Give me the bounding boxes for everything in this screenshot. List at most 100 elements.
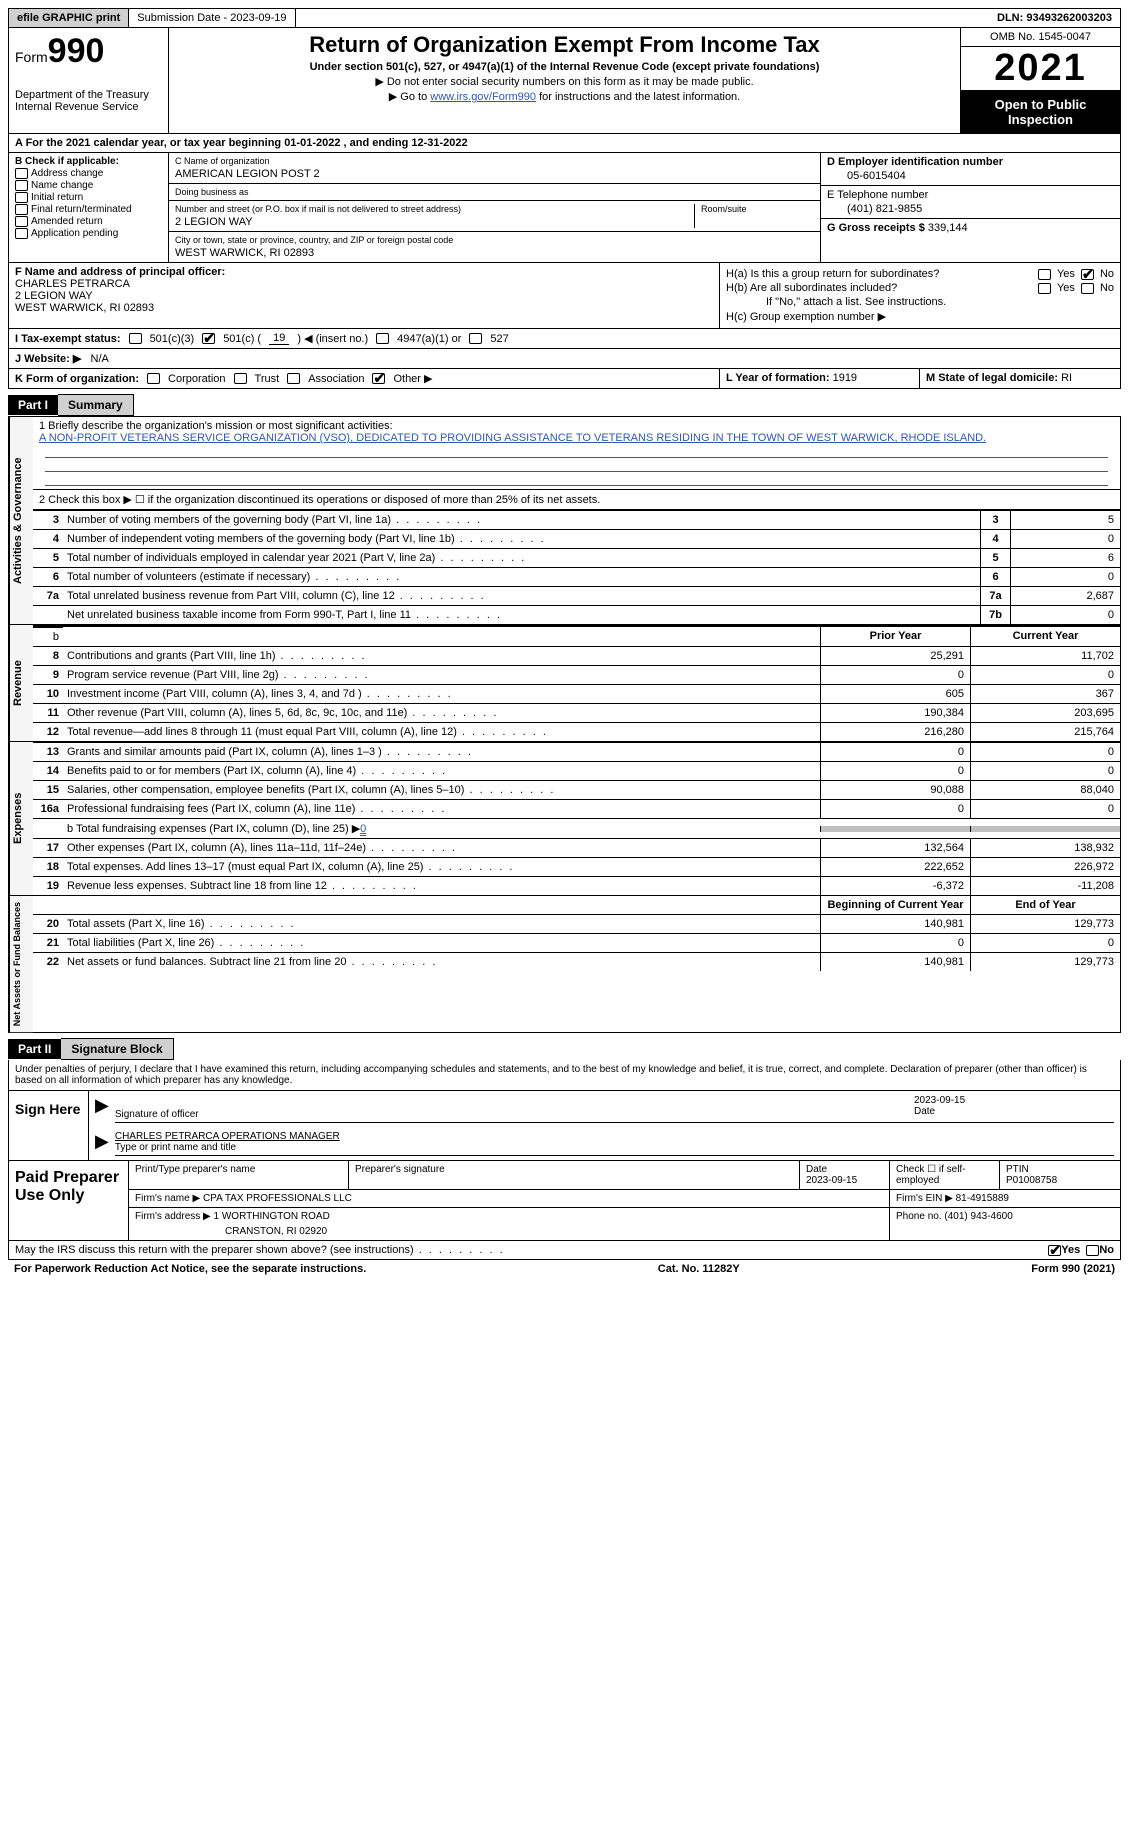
box-c: C Name of organization AMERICAN LEGION P… bbox=[169, 153, 820, 262]
signature-field[interactable]: Signature of officer bbox=[115, 1095, 914, 1123]
officer-addr1: 2 LEGION WAY bbox=[15, 290, 713, 302]
fundraising-link[interactable]: 0 bbox=[360, 823, 366, 836]
j-label: J Website: ▶ bbox=[15, 353, 81, 365]
dba-label: Doing business as bbox=[175, 187, 249, 197]
part-ii-header: Part IISignature Block bbox=[8, 1033, 1121, 1060]
firm-address: Firm's address ▶ 1 WORTHINGTON ROAD CRAN… bbox=[129, 1208, 890, 1240]
ein-val: 05-6015404 bbox=[827, 170, 1114, 182]
officer-label: F Name and address of principal officer: bbox=[15, 266, 713, 278]
box-m: M State of legal domicile: RI bbox=[920, 369, 1120, 388]
page-footer: For Paperwork Reduction Act Notice, see … bbox=[8, 1260, 1121, 1278]
row-klm: K Form of organization: Corporation Trus… bbox=[8, 369, 1121, 389]
chk-other[interactable] bbox=[372, 373, 385, 384]
box-deg: D Employer identification number 05-6015… bbox=[820, 153, 1120, 262]
box-k: K Form of organization: Corporation Trus… bbox=[9, 369, 720, 388]
irs-label: Internal Revenue Service bbox=[15, 101, 162, 113]
irs-link[interactable]: www.irs.gov/Form990 bbox=[430, 91, 536, 103]
net-assets-header: Beginning of Current Year End of Year bbox=[33, 896, 1120, 914]
chk-amended-return[interactable]: Amended return bbox=[15, 216, 162, 227]
summary-row: 13Grants and similar amounts paid (Part … bbox=[33, 742, 1120, 761]
chk-name-change[interactable]: Name change bbox=[15, 180, 162, 191]
preparer-name-hdr: Print/Type preparer's name bbox=[129, 1161, 349, 1189]
ein-label: D Employer identification number bbox=[827, 156, 1114, 168]
self-employed-chk[interactable]: Check ☐ if self-employed bbox=[890, 1161, 1000, 1189]
summary-row: 15Salaries, other compensation, employee… bbox=[33, 780, 1120, 799]
summary-row: 4Number of independent voting members of… bbox=[33, 529, 1120, 548]
street-addr: 2 LEGION WAY bbox=[175, 216, 694, 228]
part-i-label: Part I bbox=[8, 395, 58, 415]
gross-val: 339,144 bbox=[928, 222, 968, 234]
discuss-no[interactable] bbox=[1086, 1245, 1099, 1256]
summary-row: 14Benefits paid to or for members (Part … bbox=[33, 761, 1120, 780]
box-b-label: B Check if applicable: bbox=[15, 156, 162, 167]
summary-row: 21Total liabilities (Part X, line 26)00 bbox=[33, 933, 1120, 952]
chk-501c3[interactable] bbox=[129, 333, 142, 344]
chk-address-change[interactable]: Address change bbox=[15, 168, 162, 179]
paid-preparer-box: Paid Preparer Use Only Print/Type prepar… bbox=[8, 1161, 1121, 1241]
side-activities: Activities & Governance bbox=[9, 417, 33, 624]
chk-4947[interactable] bbox=[376, 333, 389, 344]
summary-row: 6Total number of volunteers (estimate if… bbox=[33, 567, 1120, 586]
k-label: K Form of organization: bbox=[15, 373, 139, 385]
form-subtitle: Under section 501(c), 527, or 4947(a)(1)… bbox=[175, 61, 954, 73]
discuss-yes[interactable] bbox=[1048, 1245, 1061, 1256]
box-b: B Check if applicable: Address change Na… bbox=[9, 153, 169, 262]
expenses-section: Expenses 13Grants and similar amounts pa… bbox=[8, 742, 1121, 896]
efile-print-button[interactable]: efile GRAPHIC print bbox=[9, 9, 129, 27]
row-j-website: J Website: ▶ N/A bbox=[8, 349, 1121, 369]
org-name-label: C Name of organization bbox=[175, 156, 814, 166]
chk-trust[interactable] bbox=[234, 373, 247, 384]
part-i-title: Summary bbox=[58, 394, 134, 416]
preparer-sig-hdr: Preparer's signature bbox=[349, 1161, 800, 1189]
city-label: City or town, state or province, country… bbox=[175, 235, 453, 245]
discuss-text: May the IRS discuss this return with the… bbox=[15, 1244, 505, 1256]
sign-here-row: Sign Here ▶ Signature of officer 2023-09… bbox=[9, 1091, 1120, 1160]
summary-row: 5Total number of individuals employed in… bbox=[33, 548, 1120, 567]
chk-501c[interactable] bbox=[202, 333, 215, 344]
street-row: Number and street (or P.O. box if mail i… bbox=[169, 201, 820, 232]
form-990-page: efile GRAPHIC print Submission Date - 20… bbox=[0, 0, 1129, 1286]
part-i-header: Part ISummary bbox=[8, 389, 1121, 416]
line-a-tax-year: A For the 2021 calendar year, or tax yea… bbox=[8, 134, 1121, 153]
chk-final-return[interactable]: Final return/terminated bbox=[15, 204, 162, 215]
chk-527[interactable] bbox=[469, 333, 482, 344]
arrow-icon: ▶ bbox=[95, 1095, 109, 1123]
side-expenses: Expenses bbox=[9, 742, 33, 895]
dept-treasury: Department of the Treasury bbox=[15, 89, 162, 101]
side-net-assets: Net Assets or Fund Balances bbox=[9, 896, 33, 1032]
goto-note: ▶ Go to www.irs.gov/Form990 for instruct… bbox=[175, 90, 954, 103]
box-g: G Gross receipts $ 339,144 bbox=[821, 219, 1120, 237]
chk-initial-return[interactable]: Initial return bbox=[15, 192, 162, 203]
identity-box: B Check if applicable: Address change Na… bbox=[8, 153, 1121, 263]
summary-row: 8Contributions and grants (Part VIII, li… bbox=[33, 646, 1120, 665]
phone-label: E Telephone number bbox=[827, 189, 1114, 201]
end-year-hdr: End of Year bbox=[970, 896, 1120, 914]
arrow-icon: ▶ bbox=[95, 1131, 109, 1156]
box-fh: F Name and address of principal officer:… bbox=[8, 263, 1121, 329]
prior-year-hdr: Prior Year bbox=[820, 627, 970, 646]
dln-number: DLN: 93493262003203 bbox=[989, 9, 1120, 27]
box-h: H(a) Is this a group return for subordin… bbox=[720, 263, 1120, 328]
summary-row: 3Number of voting members of the governi… bbox=[33, 510, 1120, 529]
room-label: Room/suite bbox=[701, 204, 814, 214]
form-990-label: Form 990 (2021) bbox=[1031, 1263, 1115, 1275]
sig-date: 2023-09-15 Date bbox=[914, 1095, 1114, 1123]
state-domicile: RI bbox=[1061, 372, 1072, 384]
firm-ein: Firm's EIN ▶ 81-4915889 bbox=[890, 1190, 1120, 1207]
paperwork-notice: For Paperwork Reduction Act Notice, see … bbox=[14, 1263, 366, 1275]
sign-here-label: Sign Here bbox=[9, 1091, 89, 1160]
chk-application-pending[interactable]: Application pending bbox=[15, 228, 162, 239]
current-year-hdr: Current Year bbox=[970, 627, 1120, 646]
box-l: L Year of formation: 1919 bbox=[720, 369, 920, 388]
paid-preparer-label: Paid Preparer Use Only bbox=[9, 1161, 129, 1240]
part-ii-label: Part II bbox=[8, 1039, 61, 1059]
chk-corp[interactable] bbox=[147, 373, 160, 384]
chk-assoc[interactable] bbox=[287, 373, 300, 384]
submission-date: Submission Date - 2023-09-19 bbox=[129, 9, 295, 27]
summary-row: 19Revenue less expenses. Subtract line 1… bbox=[33, 876, 1120, 895]
form-header: Form990 Department of the Treasury Inter… bbox=[8, 28, 1121, 134]
cat-no: Cat. No. 11282Y bbox=[658, 1263, 740, 1275]
firm-phone: Phone no. (401) 943-4600 bbox=[890, 1208, 1120, 1240]
street-label: Number and street (or P.O. box if mail i… bbox=[175, 204, 694, 214]
firm-name: Firm's name ▶ CPA TAX PROFESSIONALS LLC bbox=[129, 1190, 890, 1207]
